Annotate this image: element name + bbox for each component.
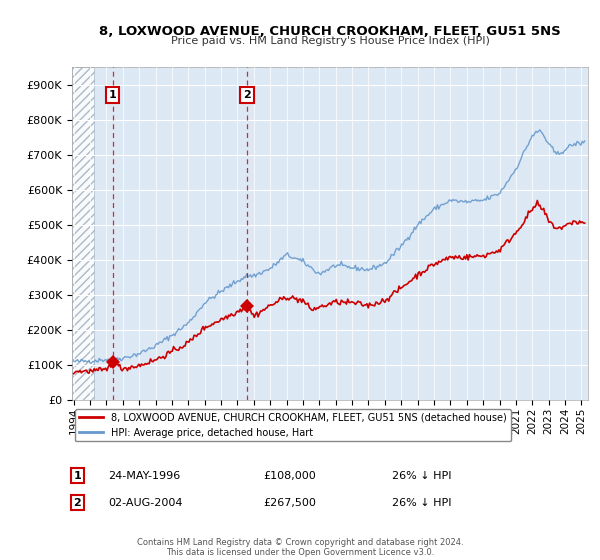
- Text: £267,500: £267,500: [263, 498, 316, 508]
- Text: 2: 2: [73, 498, 81, 508]
- Legend: 8, LOXWOOD AVENUE, CHURCH CROOKHAM, FLEET, GU51 5NS (detached house), HPI: Avera: 8, LOXWOOD AVENUE, CHURCH CROOKHAM, FLEE…: [75, 409, 511, 441]
- Text: 26% ↓ HPI: 26% ↓ HPI: [392, 498, 451, 508]
- Text: £108,000: £108,000: [263, 470, 316, 480]
- Bar: [72, 67, 94, 400]
- Text: 02-AUG-2004: 02-AUG-2004: [108, 498, 182, 508]
- Text: Contains HM Land Registry data © Crown copyright and database right 2024.
This d: Contains HM Land Registry data © Crown c…: [137, 538, 463, 557]
- Text: 2: 2: [243, 90, 251, 100]
- Text: 26% ↓ HPI: 26% ↓ HPI: [392, 470, 451, 480]
- Text: 8, LOXWOOD AVENUE, CHURCH CROOKHAM, FLEET, GU51 5NS: 8, LOXWOOD AVENUE, CHURCH CROOKHAM, FLEE…: [99, 25, 561, 38]
- Text: 1: 1: [109, 90, 116, 100]
- Text: Price paid vs. HM Land Registry's House Price Index (HPI): Price paid vs. HM Land Registry's House …: [170, 36, 490, 46]
- Text: 1: 1: [73, 470, 81, 480]
- Text: 24-MAY-1996: 24-MAY-1996: [108, 470, 181, 480]
